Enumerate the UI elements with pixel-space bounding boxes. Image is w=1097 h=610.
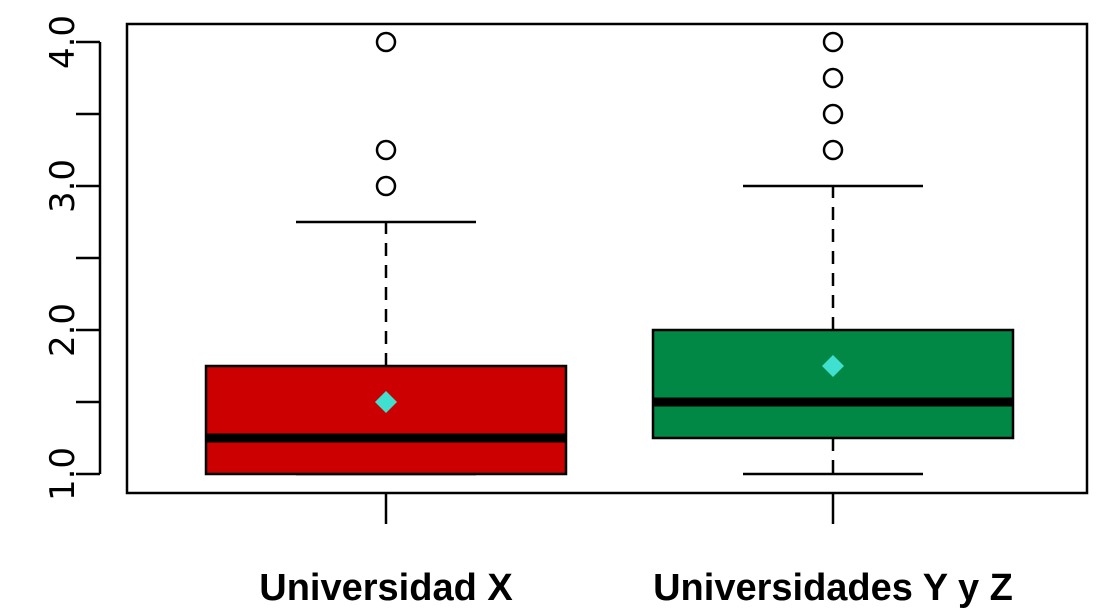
box-2 <box>651 31 1015 476</box>
mean-marker <box>375 391 397 413</box>
iqr-box <box>204 364 568 476</box>
outlier-point <box>822 103 844 125</box>
y-tick-label: 3.0 <box>43 159 83 213</box>
outlier-point <box>375 31 397 53</box>
y-tick-label: 1.0 <box>43 447 83 501</box>
outlier-point <box>822 139 844 161</box>
plot-frame <box>125 22 1089 495</box>
y-axis: 1.0 2.0 3.0 4.0 <box>43 15 102 501</box>
y-tick-label: 4.0 <box>43 15 83 69</box>
mean-marker <box>822 355 844 377</box>
outlier-point <box>375 175 397 197</box>
x-category-label: Universidades Y y Z <box>653 567 1013 609</box>
outlier-point <box>822 67 844 89</box>
x-category-label: Universidad X <box>259 567 513 609</box>
x-axis: Universidad X Universidades Y y Z <box>259 493 1013 609</box>
boxes <box>204 31 1015 476</box>
box-1 <box>204 31 568 476</box>
outlier-point <box>375 139 397 161</box>
y-tick-label: 2.0 <box>43 303 83 357</box>
iqr-box <box>651 328 1015 440</box>
outlier-point <box>822 31 844 53</box>
